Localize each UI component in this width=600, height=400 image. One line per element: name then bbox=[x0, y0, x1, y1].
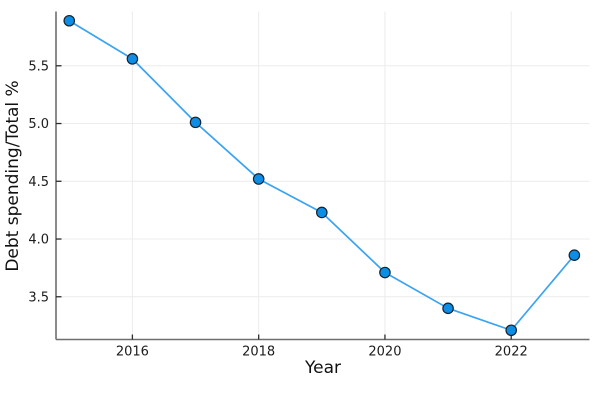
data-point bbox=[252, 173, 265, 185]
x-axis-label: Year bbox=[305, 358, 341, 378]
data-point bbox=[316, 206, 328, 219]
data-point bbox=[63, 14, 76, 27]
y-tick-label: 4.5 bbox=[28, 175, 49, 190]
x-tick-label: 2018 bbox=[242, 345, 275, 360]
data-point bbox=[189, 116, 202, 129]
y-tick-label: 5.5 bbox=[28, 59, 49, 74]
data-point bbox=[126, 53, 139, 65]
x-tick-label: 2022 bbox=[495, 345, 528, 360]
data-point bbox=[568, 249, 581, 261]
series-line bbox=[68, 19, 576, 332]
y-tick-label: 4.0 bbox=[28, 233, 49, 248]
y-axis-label: Debt spending/Total % bbox=[3, 80, 23, 272]
data-point bbox=[379, 266, 391, 279]
x-tick-label: 2016 bbox=[116, 345, 149, 360]
y-tick-label: 3.5 bbox=[28, 290, 49, 305]
x-tick-label: 2020 bbox=[368, 345, 401, 360]
data-point bbox=[442, 302, 454, 315]
data-point bbox=[505, 324, 518, 337]
y-tick-label: 5.0 bbox=[28, 117, 49, 132]
